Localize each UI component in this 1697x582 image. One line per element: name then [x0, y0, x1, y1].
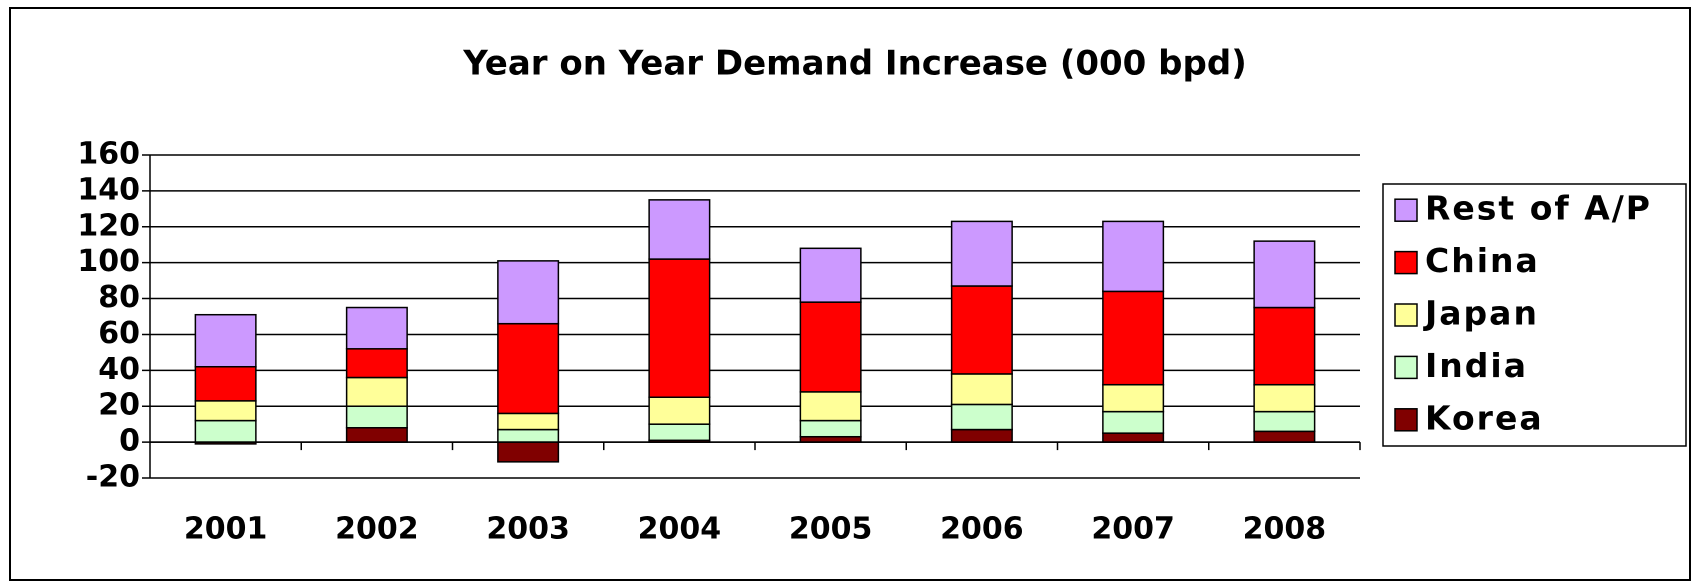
- bar-segment: [950, 220, 1013, 287]
- x-tick-label: 2002: [335, 512, 419, 547]
- x-tick-label: 2001: [184, 512, 268, 547]
- y-tick-label: 160: [77, 137, 140, 172]
- bar-segment: [194, 313, 257, 368]
- legend-label: Japan: [1423, 294, 1539, 333]
- bar-segment: [950, 403, 1013, 431]
- bar-segment: [345, 376, 408, 407]
- bar-segment: [950, 285, 1013, 375]
- bar-segment: [799, 247, 862, 303]
- y-tick-label: -20: [86, 460, 140, 495]
- y-tick-label: 140: [77, 172, 140, 207]
- bar-segment: [1102, 410, 1165, 434]
- legend-label: China: [1425, 241, 1540, 280]
- legend-swatch: [1394, 303, 1418, 327]
- bar-segment: [1253, 306, 1316, 386]
- bar-segment: [1102, 290, 1165, 386]
- bar-segment: [497, 412, 560, 431]
- bar-segment: [497, 260, 560, 325]
- bar-segment: [1253, 240, 1316, 309]
- legend-swatch: [1394, 355, 1418, 380]
- bar-segment: [799, 419, 862, 438]
- bar-segment: [497, 322, 560, 415]
- bar-segment: [950, 428, 1013, 443]
- x-tick-label: 2007: [1091, 512, 1175, 547]
- y-tick-label: 100: [77, 244, 140, 279]
- chart-title: Year on Year Demand Increase (000 bpd): [462, 44, 1246, 84]
- legend-label: Rest of A/P: [1425, 189, 1652, 228]
- bar-segment: [345, 405, 408, 429]
- bar-segment: [1253, 410, 1316, 433]
- bar-segment: [497, 441, 560, 463]
- x-tick-label: 2005: [789, 512, 873, 547]
- x-tick-label: 2008: [1243, 512, 1327, 547]
- legend-box: [1382, 183, 1687, 447]
- bar-segment: [345, 306, 408, 350]
- bar-segment: [799, 391, 862, 422]
- bar-segment: [950, 373, 1013, 406]
- bar-segment: [345, 348, 408, 379]
- bar-segment: [1102, 220, 1165, 293]
- bar-segment: [1102, 383, 1165, 413]
- bar-segment: [799, 435, 862, 443]
- legend-label: Korea: [1425, 398, 1544, 437]
- x-tick-label: 2004: [638, 512, 722, 547]
- y-tick-label: 40: [98, 352, 140, 387]
- bar-segment: [1253, 383, 1316, 413]
- legend-swatch: [1394, 408, 1418, 432]
- legend-label: India: [1425, 346, 1528, 385]
- legend-swatch: [1394, 250, 1418, 275]
- y-tick-label: 20: [98, 388, 140, 423]
- legend-swatch: [1394, 198, 1418, 222]
- y-tick-label: 0: [119, 424, 140, 459]
- bar-segment: [1253, 430, 1316, 443]
- bar-segment: [497, 428, 560, 443]
- bar-segment: [648, 258, 711, 399]
- bar-segment: [648, 423, 711, 442]
- bar-segment: [194, 400, 257, 422]
- bar-segment: [1102, 432, 1165, 443]
- bar-segment: [648, 396, 711, 425]
- x-tick-label: 2003: [486, 512, 570, 547]
- y-tick-label: 60: [98, 316, 140, 351]
- y-tick-label: 120: [77, 208, 140, 243]
- bar-segment: [194, 419, 257, 443]
- bar-segment: [194, 365, 257, 402]
- x-tick-label: 2006: [940, 512, 1024, 547]
- bar-segment: [345, 427, 408, 443]
- y-tick-label: 80: [98, 280, 140, 315]
- bar-segment: [799, 301, 862, 393]
- bar-segment: [648, 199, 711, 260]
